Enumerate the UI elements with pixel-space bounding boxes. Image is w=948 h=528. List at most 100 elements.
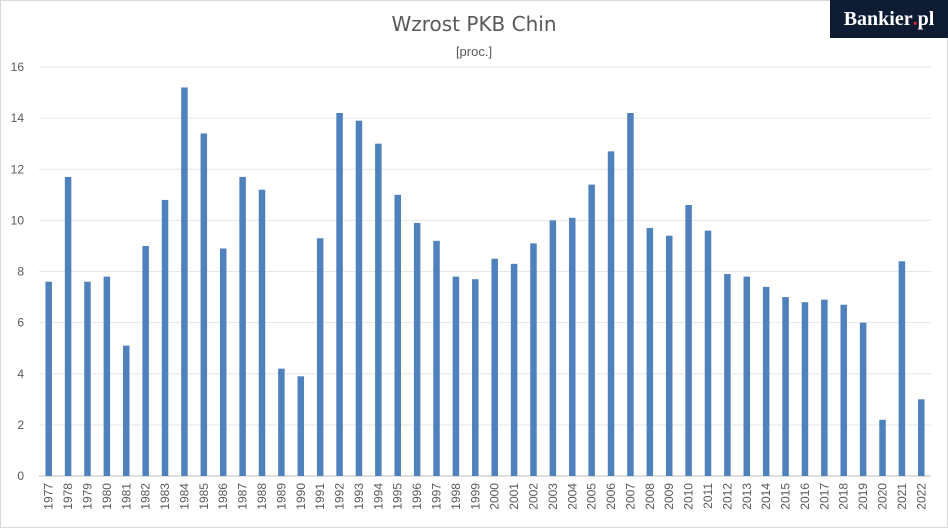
y-tick-label: 14: [11, 111, 25, 125]
x-tick-label: 2014: [759, 483, 773, 510]
bar: [375, 143, 382, 476]
x-tick-label: 2020: [876, 483, 890, 510]
bar: [45, 281, 52, 476]
bar: [219, 248, 227, 476]
x-tick-label: 1989: [274, 483, 288, 510]
x-tick-label: 2004: [565, 483, 579, 510]
bar: [297, 376, 305, 476]
x-tick-label: 2015: [779, 483, 793, 510]
bar: [801, 302, 809, 476]
bar: [316, 238, 324, 476]
bar: [336, 113, 343, 476]
bar: [646, 228, 654, 476]
y-tick-label: 4: [17, 367, 24, 381]
bar: [394, 194, 401, 476]
x-tick-label: 1983: [158, 483, 172, 510]
x-tick-label: 2000: [488, 483, 502, 510]
bar: [859, 322, 867, 476]
x-tick-label: 1986: [216, 483, 230, 510]
x-tick-label: 2022: [914, 483, 928, 510]
x-tick-label: 1998: [449, 483, 463, 510]
x-tick-label: 1977: [42, 483, 56, 510]
bar: [239, 176, 246, 476]
x-tick-label: 1997: [430, 483, 444, 510]
bar: [627, 113, 634, 476]
x-tick-label: 1992: [333, 483, 347, 510]
y-tick-label: 12: [11, 162, 25, 176]
bankier-logo: Bankier. pl: [830, 0, 948, 38]
x-tick-label: 2021: [895, 483, 909, 510]
y-tick-label: 10: [11, 213, 25, 227]
bar: [103, 276, 111, 476]
bar: [413, 222, 421, 476]
x-tick-label: 1985: [197, 483, 211, 510]
x-tick-label: 2005: [585, 483, 599, 510]
x-tick-label: 2016: [798, 483, 812, 510]
bar: [510, 263, 518, 476]
x-tick-label: 1984: [177, 483, 191, 510]
x-tick-label: 2013: [740, 483, 754, 510]
bar: [685, 205, 692, 476]
x-tick-label: 2019: [856, 483, 870, 510]
bar: [181, 87, 188, 476]
bar: [840, 304, 847, 476]
bar: [607, 151, 615, 476]
bar: [879, 419, 886, 476]
x-tick-label: 1999: [468, 483, 482, 510]
x-tick-label: 1980: [100, 483, 114, 510]
bar: [200, 133, 208, 476]
bar: [258, 189, 266, 476]
bar: [704, 230, 712, 476]
x-tick-label: 1993: [352, 483, 366, 510]
bar: [588, 184, 595, 476]
x-tick-label: 1979: [80, 483, 94, 510]
chart-title: Wzrost PKB Chin: [391, 12, 557, 36]
x-tick-label: 2011: [701, 483, 715, 509]
bar: [355, 120, 363, 477]
x-tick-label: 1982: [139, 483, 153, 510]
x-tick-label: 1995: [391, 483, 405, 510]
y-tick-label: 0: [17, 469, 24, 483]
x-tick-label: 2007: [623, 483, 637, 510]
bar: [64, 176, 72, 476]
x-tick-label: 2008: [643, 483, 657, 510]
y-tick-label: 6: [17, 316, 24, 330]
bar: [142, 245, 149, 476]
y-tick-label: 16: [11, 60, 25, 74]
x-tick-label: 1996: [410, 483, 424, 510]
x-tick-label: 1981: [119, 483, 133, 510]
x-tick-label: 2018: [837, 483, 851, 510]
bar: [472, 279, 479, 476]
x-tick-label: 1988: [255, 483, 269, 510]
chart-subtitle: [proc.]: [455, 44, 493, 59]
x-tick-label: 1994: [371, 483, 385, 510]
bar: [762, 286, 770, 476]
bar: [821, 299, 828, 476]
bar: [84, 281, 91, 476]
x-tick-label: 1978: [61, 483, 75, 510]
x-tick-label: 2009: [662, 483, 676, 510]
x-tick-label: 2006: [604, 483, 618, 510]
x-tick-label: 2003: [546, 483, 560, 510]
bar: [782, 297, 789, 476]
x-tick-label: 1991: [313, 483, 327, 510]
x-tick-label: 1990: [294, 483, 308, 510]
bar: [549, 220, 557, 476]
bar: [530, 243, 537, 476]
x-tick-label: 2012: [720, 483, 734, 510]
bar: [278, 368, 285, 476]
bar: [433, 240, 440, 476]
bar: [569, 217, 576, 476]
x-tick-label: 2017: [817, 483, 831, 510]
y-tick-label: 2: [17, 418, 24, 432]
bar: [724, 274, 731, 476]
bar: [743, 276, 751, 476]
x-tick-label: 2002: [526, 483, 540, 510]
x-tick-label: 2010: [682, 483, 696, 510]
bar: [452, 276, 460, 476]
y-tick-label: 8: [17, 265, 24, 279]
bar: [665, 235, 673, 476]
bar: [491, 258, 498, 476]
bar: [918, 399, 925, 476]
